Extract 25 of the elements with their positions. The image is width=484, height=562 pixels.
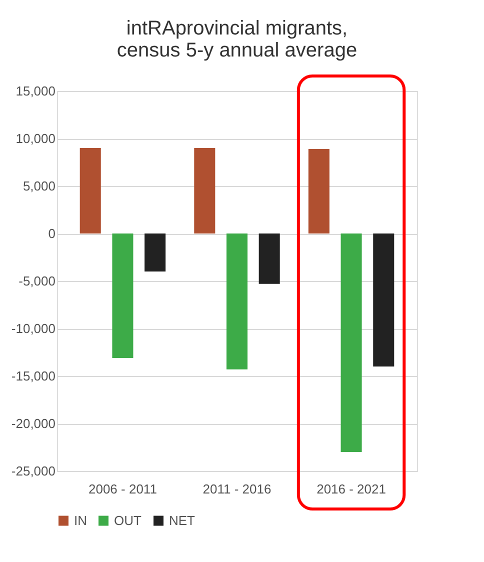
y-tick-label: 10,000 [16,131,56,146]
bar [144,234,166,272]
y-tick-label: 5,000 [22,178,56,194]
legend-label: OUT [114,512,142,528]
y-tick-label: -25,000 [11,464,56,478]
bar [194,148,216,234]
legend-label: NET [169,512,196,528]
x-tick-label: 2006 - 2011 [88,482,157,496]
y-tick-label: 15,000 [16,84,56,98]
bar [308,148,330,234]
bar [80,148,101,234]
bar [112,234,134,358]
y-tick-label: -10,000 [11,321,56,336]
x-tick-label: 2016 - 2021 [316,482,386,496]
y-tick-label: -5,000 [18,274,56,288]
y-tick-label: -15,000 [11,368,56,384]
bar [340,234,362,452]
bar [373,234,394,366]
bar [258,234,280,284]
x-tick-label: 2011 - 2016 [202,482,272,496]
y-tick-label: -20,000 [11,416,56,431]
chart-title: intRAprovincial migrants, census 5-y annual average [116,18,358,62]
y-tick-label: 0 [48,226,56,241]
bar [226,234,248,370]
legend-label: IN [74,512,87,528]
